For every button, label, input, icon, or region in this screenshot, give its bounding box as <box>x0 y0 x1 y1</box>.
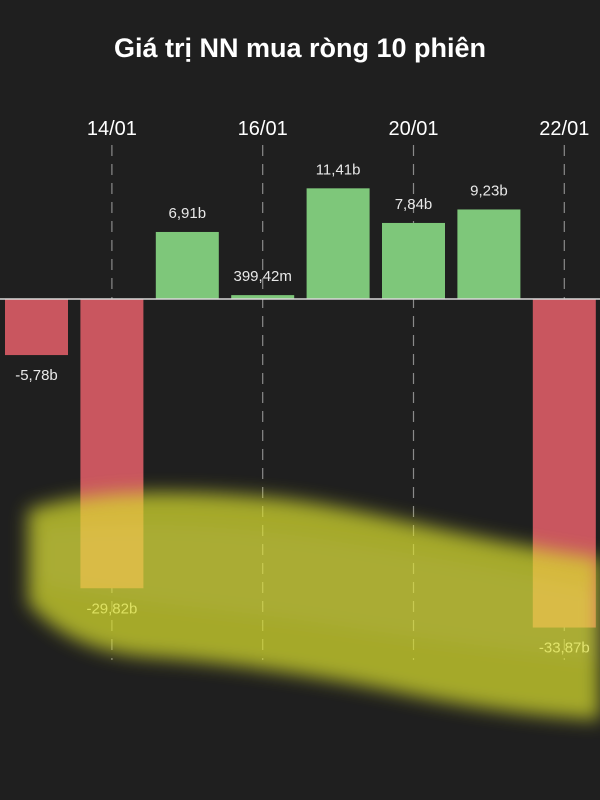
highlight-stroke-2 <box>40 525 600 660</box>
data-label: 7,84b <box>395 196 433 213</box>
bar <box>306 188 370 299</box>
x-tick-label: 14/01 <box>87 118 137 140</box>
data-label: 6,91b <box>169 205 207 222</box>
bar <box>5 299 68 356</box>
x-tick-label: 16/01 <box>238 118 288 140</box>
bar <box>457 209 521 299</box>
data-label: 9,23b <box>470 182 508 199</box>
data-label: -5,78b <box>15 367 58 384</box>
x-tick-label: 22/01 <box>539 118 589 140</box>
tick-labels: 14/01 16/01 20/01 22/01 <box>87 118 589 140</box>
bar <box>382 222 445 299</box>
yellow-highlight-overlay <box>28 492 600 720</box>
data-label: 11,41b <box>316 161 361 178</box>
data-label: 399,42m <box>234 268 292 285</box>
chart-title: Giá trị NN mua ròng 10 phiên <box>114 33 486 63</box>
bar <box>231 295 295 299</box>
bar <box>155 231 219 299</box>
x-tick-label: 20/01 <box>388 118 438 140</box>
